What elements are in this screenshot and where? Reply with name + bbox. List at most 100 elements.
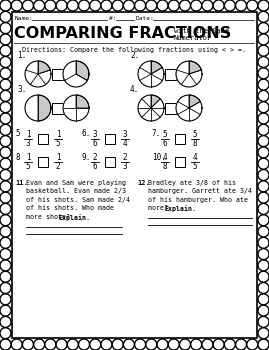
- Circle shape: [258, 0, 269, 11]
- Circle shape: [67, 0, 78, 11]
- Text: more shots?: more shots?: [26, 214, 74, 220]
- Circle shape: [101, 339, 112, 350]
- Circle shape: [0, 282, 11, 294]
- Circle shape: [258, 181, 269, 192]
- Circle shape: [123, 339, 134, 350]
- Circle shape: [101, 0, 112, 11]
- Text: 9.: 9.: [82, 153, 91, 161]
- Text: 6: 6: [163, 139, 167, 148]
- Circle shape: [0, 248, 11, 260]
- Circle shape: [0, 124, 11, 135]
- Bar: [51, 103, 62, 113]
- Polygon shape: [25, 95, 51, 121]
- Circle shape: [0, 56, 11, 68]
- Text: 2: 2: [56, 162, 60, 171]
- Circle shape: [0, 0, 11, 11]
- Circle shape: [0, 192, 11, 203]
- Circle shape: [202, 339, 213, 350]
- Polygon shape: [63, 61, 89, 87]
- Bar: [175, 157, 185, 167]
- Text: 5: 5: [163, 130, 167, 139]
- Text: 6: 6: [93, 162, 97, 171]
- Text: 4.: 4.: [130, 85, 139, 94]
- Text: 1: 1: [56, 130, 60, 139]
- Circle shape: [0, 226, 11, 237]
- Circle shape: [134, 0, 146, 11]
- Text: 5: 5: [193, 162, 197, 171]
- Circle shape: [258, 56, 269, 68]
- Circle shape: [258, 260, 269, 271]
- Circle shape: [202, 0, 213, 11]
- Circle shape: [258, 113, 269, 124]
- Circle shape: [56, 339, 67, 350]
- Circle shape: [247, 339, 258, 350]
- Text: Bradley ate 3/8 of his: Bradley ate 3/8 of his: [148, 180, 236, 186]
- Wedge shape: [38, 95, 51, 121]
- Text: 4: 4: [193, 153, 197, 162]
- Text: 10.: 10.: [152, 153, 166, 161]
- Circle shape: [79, 0, 90, 11]
- Circle shape: [213, 0, 224, 11]
- Circle shape: [258, 316, 269, 327]
- Circle shape: [22, 0, 33, 11]
- Circle shape: [34, 0, 45, 11]
- Text: Date:: Date:: [136, 16, 155, 21]
- Circle shape: [0, 215, 11, 226]
- Bar: [105, 134, 115, 144]
- Circle shape: [258, 11, 269, 22]
- Circle shape: [0, 23, 11, 34]
- Text: 11.: 11.: [15, 180, 28, 186]
- Text: 1: 1: [26, 130, 30, 139]
- Circle shape: [236, 0, 247, 11]
- Circle shape: [258, 294, 269, 305]
- Text: of his shots. Sam made 2/4: of his shots. Sam made 2/4: [26, 197, 130, 203]
- Text: 1.: 1.: [17, 51, 26, 60]
- Circle shape: [0, 316, 11, 327]
- Circle shape: [146, 339, 157, 350]
- Text: Numerator: Numerator: [174, 35, 212, 41]
- Text: with the Same: with the Same: [174, 28, 229, 34]
- Circle shape: [258, 271, 269, 282]
- Circle shape: [90, 339, 101, 350]
- Circle shape: [157, 339, 168, 350]
- Circle shape: [258, 135, 269, 147]
- Circle shape: [258, 169, 269, 181]
- Circle shape: [0, 102, 11, 113]
- Circle shape: [34, 339, 45, 350]
- Circle shape: [0, 90, 11, 101]
- Circle shape: [258, 45, 269, 56]
- Circle shape: [224, 339, 235, 350]
- Circle shape: [0, 237, 11, 248]
- Text: basketball. Evan made 2/3: basketball. Evan made 2/3: [26, 189, 126, 195]
- Circle shape: [45, 0, 56, 11]
- Circle shape: [258, 203, 269, 215]
- Polygon shape: [176, 95, 202, 121]
- Bar: [175, 134, 185, 144]
- Text: 2: 2: [93, 153, 97, 162]
- Circle shape: [123, 0, 134, 11]
- Polygon shape: [176, 61, 202, 87]
- Circle shape: [258, 158, 269, 169]
- Bar: [38, 134, 48, 144]
- Polygon shape: [138, 61, 164, 87]
- Wedge shape: [38, 61, 50, 74]
- Circle shape: [56, 0, 67, 11]
- Text: hamburger. Garrett ate 3/4: hamburger. Garrett ate 3/4: [148, 189, 252, 195]
- Circle shape: [67, 339, 78, 350]
- Circle shape: [258, 90, 269, 101]
- Circle shape: [0, 45, 11, 56]
- Circle shape: [0, 260, 11, 271]
- Circle shape: [79, 339, 90, 350]
- Circle shape: [258, 0, 269, 11]
- Bar: [51, 69, 62, 79]
- Text: 3: 3: [123, 130, 127, 139]
- Circle shape: [0, 135, 11, 147]
- Text: Explain.: Explain.: [164, 205, 196, 212]
- Text: 3: 3: [123, 162, 127, 171]
- Circle shape: [0, 113, 11, 124]
- Bar: [105, 157, 115, 167]
- Text: of his shots. Who made: of his shots. Who made: [26, 205, 114, 211]
- Circle shape: [258, 124, 269, 135]
- Circle shape: [191, 339, 202, 350]
- Text: 8: 8: [193, 139, 197, 148]
